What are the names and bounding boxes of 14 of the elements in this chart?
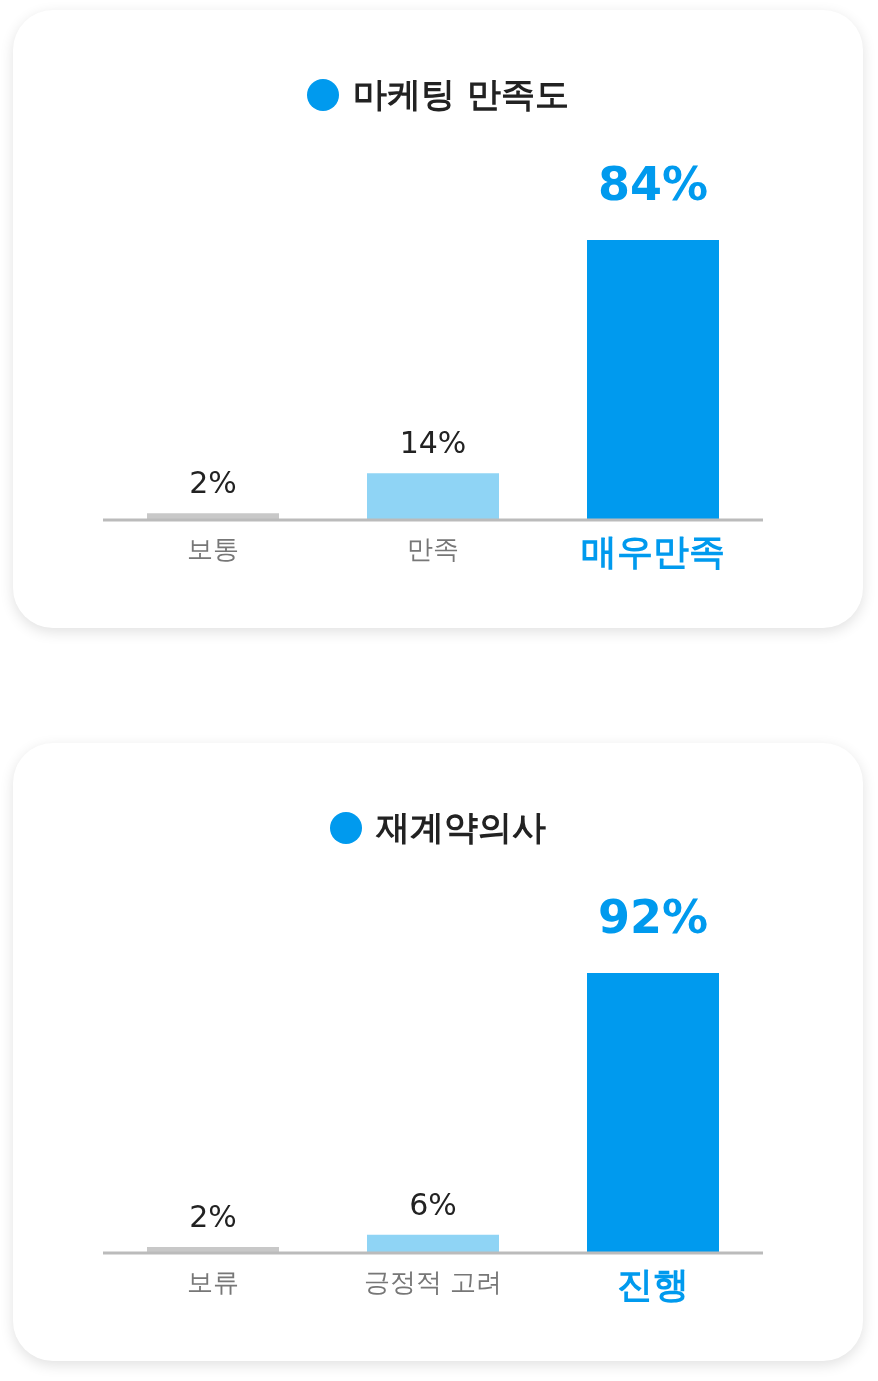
x-tick-label: 진행 xyxy=(617,1264,689,1305)
x-tick-label: 보통 xyxy=(187,534,239,564)
chart-title: 마케팅 만족도 xyxy=(353,73,569,116)
data-label: 84% xyxy=(597,157,709,211)
x-tick-label: 보류 xyxy=(187,1267,239,1297)
data-label: 6% xyxy=(409,1186,457,1222)
data-label: 2% xyxy=(189,1198,237,1234)
x-tick-label: 긍정적 고려 xyxy=(363,1267,503,1297)
data-label: 92% xyxy=(597,890,709,944)
x-tick-label: 매우만족 xyxy=(581,531,725,572)
data-label: 14% xyxy=(399,425,467,461)
chart-title: 재계약의사 xyxy=(376,806,546,849)
x-tick-label: 만족 xyxy=(407,534,459,564)
data-label: 2% xyxy=(189,465,237,501)
